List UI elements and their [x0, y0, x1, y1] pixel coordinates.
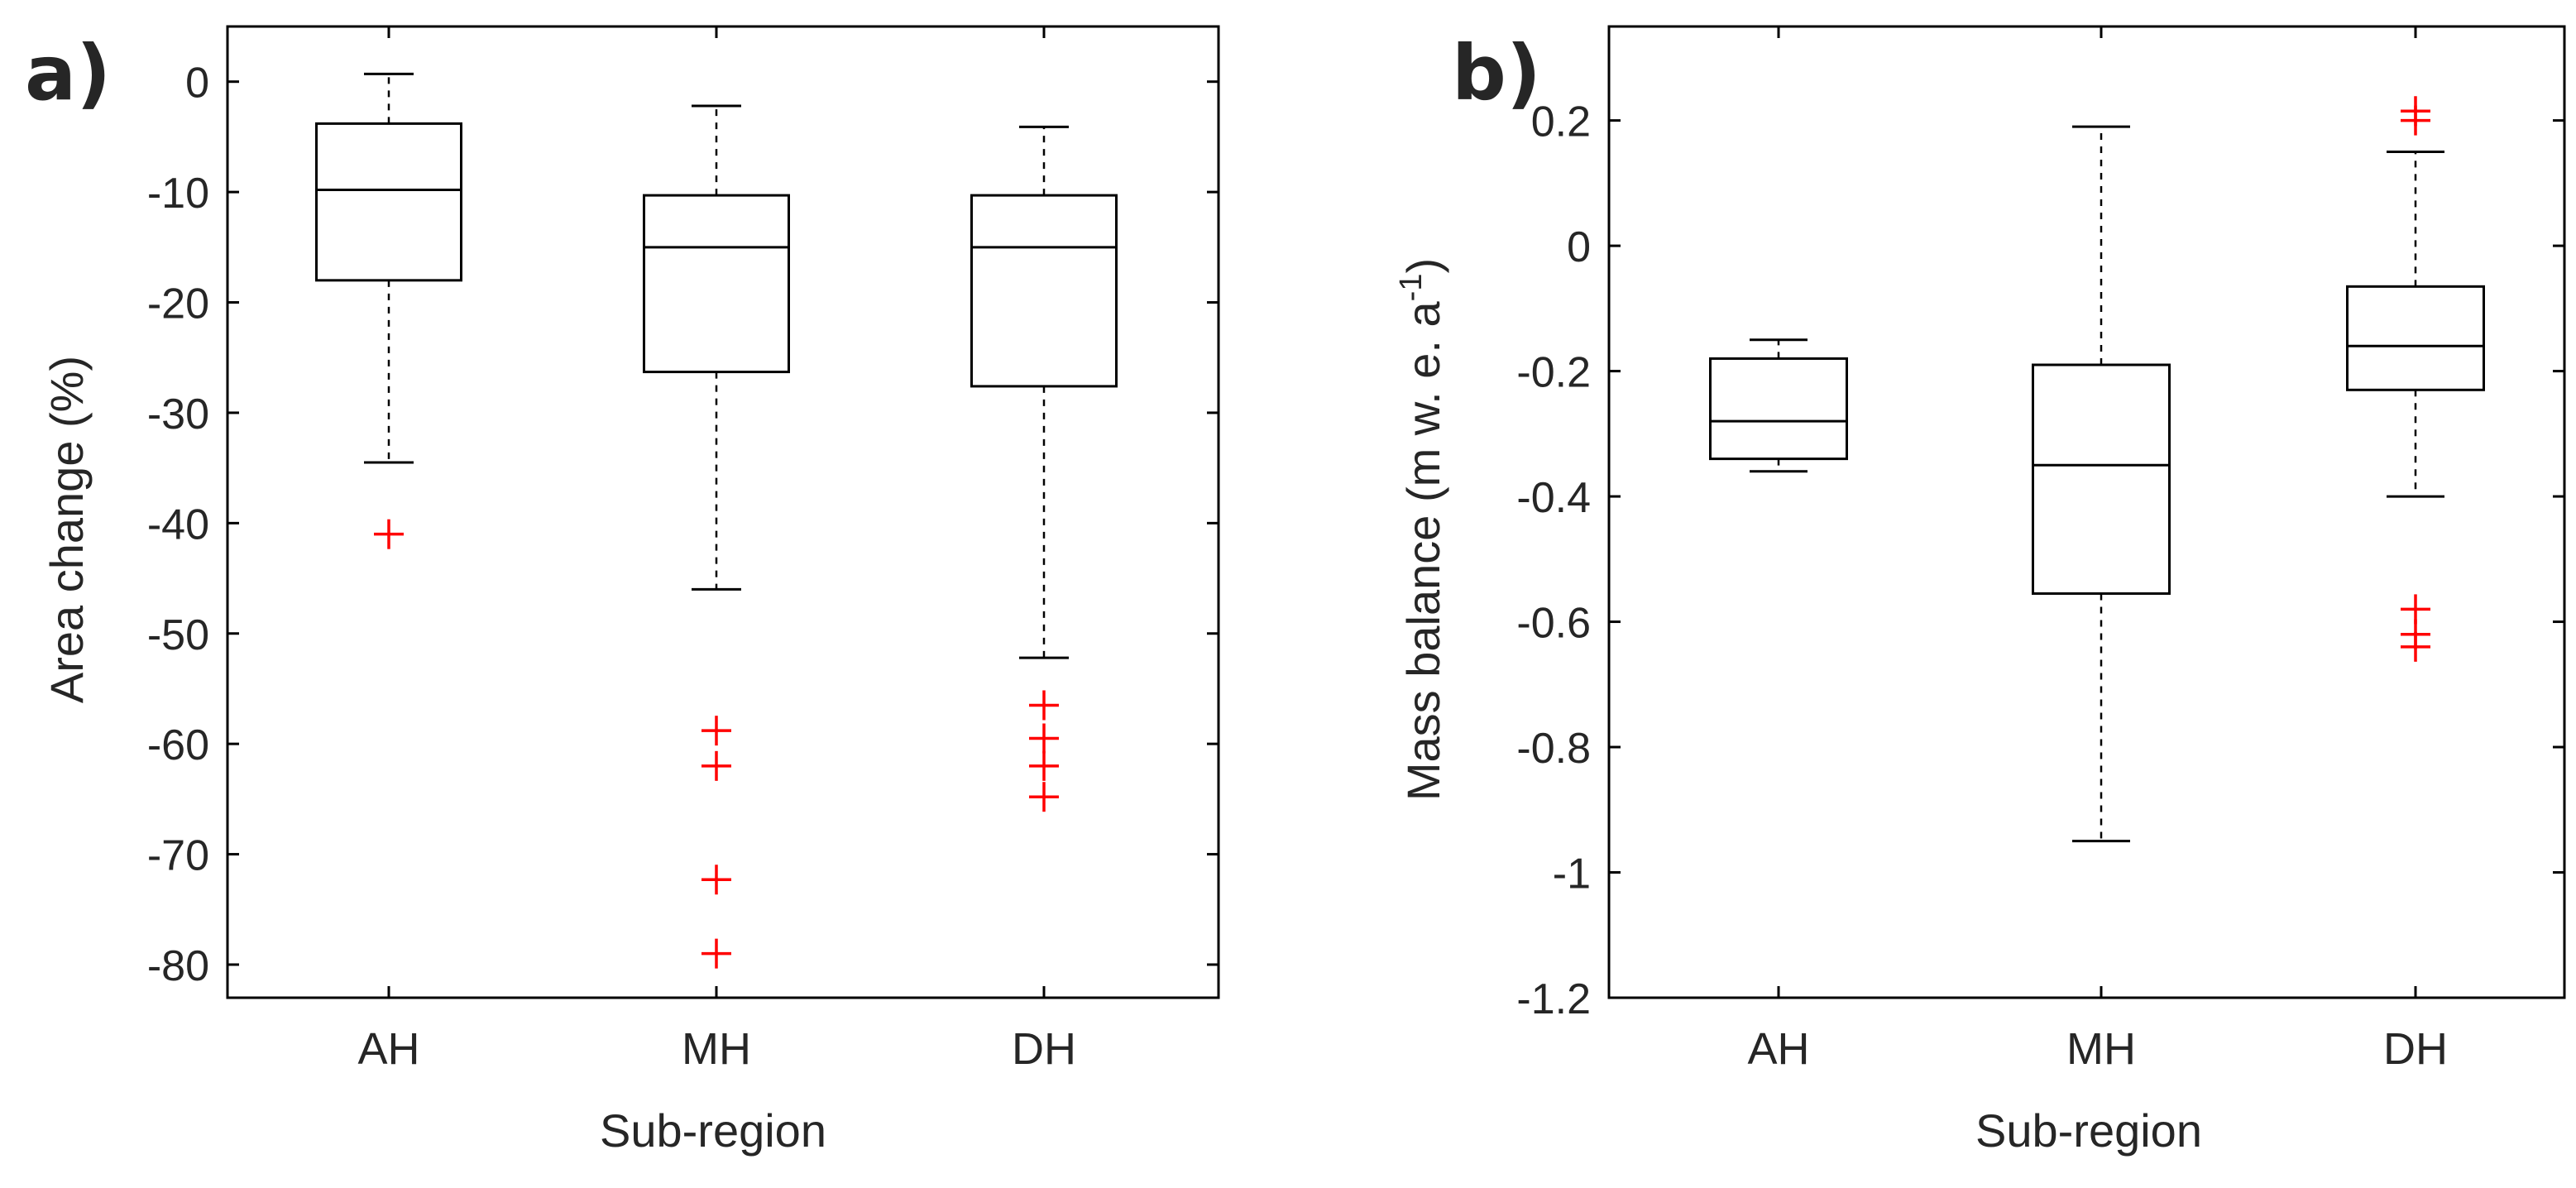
outlier-marker-dh-b — [2401, 631, 2430, 662]
y-axis-label-b-sup: -1 — [1394, 274, 1429, 302]
panel-a: a) Area change (%) Sub-region 0 -10 -20 -30… — [25, 25, 1220, 1157]
y-tick-label-b: -1.2 — [1516, 975, 1591, 1023]
y-axis-label-b-suffix: ) — [1397, 258, 1449, 274]
y-tick-label-a: -10 — [147, 170, 209, 218]
y-axis-label-b-main: Mass balance (m w. e. a — [1397, 300, 1449, 801]
x-tick-label-mh: MH — [682, 1024, 751, 1074]
y-tick-label-a: -50 — [147, 611, 209, 659]
y-tick-label-a: -20 — [147, 280, 209, 328]
y-tick-label-b: 0.2 — [1531, 98, 1591, 146]
outlier-marker-ah-a — [374, 519, 404, 549]
box-dh-b — [2346, 96, 2485, 662]
outlier-marker-dh-b — [2401, 96, 2430, 127]
outlier-marker-mh-a — [701, 938, 731, 969]
iqr-box-dh-b — [2346, 285, 2485, 391]
outlier-marker-dh-a — [1029, 750, 1059, 781]
y-tick-label-a: -70 — [147, 832, 209, 880]
y-tick-label-a: -60 — [147, 721, 209, 769]
y-tick-label-b: -0.2 — [1516, 349, 1591, 397]
y-tick-label-a: -80 — [147, 942, 209, 990]
plot-area-b — [1607, 25, 2566, 999]
panel-label-b: b) — [1452, 29, 1541, 117]
panel-b: b) Mass balance (m w. e. a-1) Sub-region… — [1394, 25, 2566, 1157]
y-tick-label-a: -40 — [147, 501, 209, 548]
y-tick-label-b: -0.6 — [1516, 600, 1591, 648]
y-tick-label-b: -1 — [1553, 850, 1591, 898]
x-axis-label-a: Sub-region — [600, 1104, 826, 1157]
x-tick-label-ah: AH — [1747, 1024, 1809, 1074]
x-tick-label-mh: MH — [2066, 1024, 2136, 1074]
box-ah-a — [315, 72, 462, 549]
y-axis-label-a: Area change (%) — [41, 356, 93, 703]
outlier-marker-dh-a — [1029, 782, 1059, 812]
iqr-box-ah-a — [315, 122, 462, 282]
iqr-box-mh-a — [643, 194, 790, 374]
y-tick-label-a: -30 — [147, 390, 209, 438]
box-mh-b — [2032, 125, 2171, 843]
iqr-box-mh-b — [2032, 363, 2171, 595]
outlier-marker-dh-b — [2401, 594, 2430, 625]
box-mh-a — [643, 104, 790, 969]
iqr-box-dh-a — [970, 194, 1118, 388]
y-tick-label-b: -0.4 — [1516, 474, 1591, 522]
x-tick-label-dh: DH — [1012, 1024, 1076, 1074]
x-tick-label-dh: DH — [2383, 1024, 2448, 1074]
box-dh-a — [970, 125, 1118, 812]
y-tick-label-a: 0 — [185, 60, 209, 108]
outlier-marker-dh-a — [1029, 723, 1059, 754]
iqr-box-ah-b — [1709, 357, 1848, 461]
panel-label-a: a) — [25, 29, 111, 117]
outlier-marker-mh-a — [701, 865, 731, 895]
x-tick-label-ah: AH — [357, 1024, 419, 1074]
y-axis-label-a-main: Area change (%) — [41, 356, 93, 703]
x-axis-label-b: Sub-region — [1975, 1104, 2202, 1157]
y-tick-label-b: -0.8 — [1516, 725, 1591, 773]
outlier-marker-mh-a — [701, 716, 731, 746]
box-ah-b — [1709, 338, 1848, 473]
y-axis-label-b: Mass balance (m w. e. a-1) — [1394, 258, 1449, 801]
y-tick-label-b: 0 — [1567, 223, 1591, 271]
plot-area-a — [226, 25, 1220, 999]
outlier-marker-mh-a — [701, 750, 731, 781]
outlier-marker-dh-a — [1029, 690, 1059, 721]
